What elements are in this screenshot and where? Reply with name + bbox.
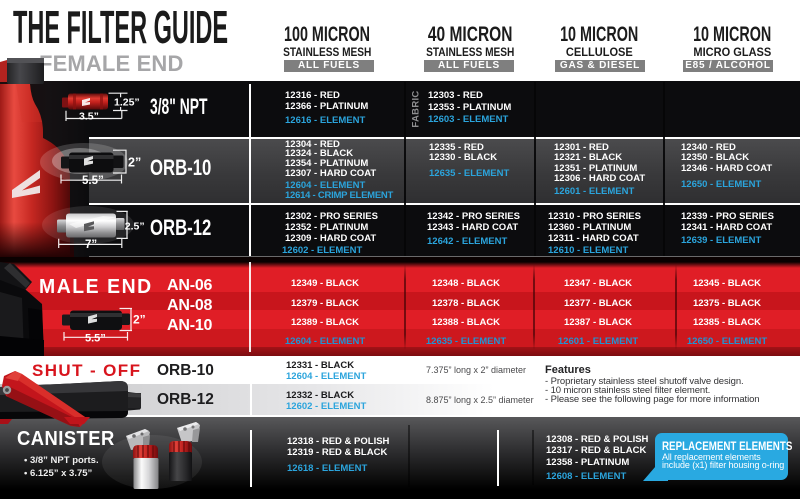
svg-text:5.5”: 5.5”	[82, 175, 104, 187]
svg-text:7”: 7”	[85, 239, 97, 251]
svg-text:1.25”: 1.25”	[114, 97, 140, 109]
svg-text:3.5”: 3.5”	[79, 111, 99, 123]
svg-text:2.5”: 2.5”	[125, 220, 145, 232]
svg-text:5.5”: 5.5”	[85, 333, 106, 345]
svg-text:2”: 2”	[133, 313, 146, 327]
svg-text:2”: 2”	[128, 155, 141, 169]
